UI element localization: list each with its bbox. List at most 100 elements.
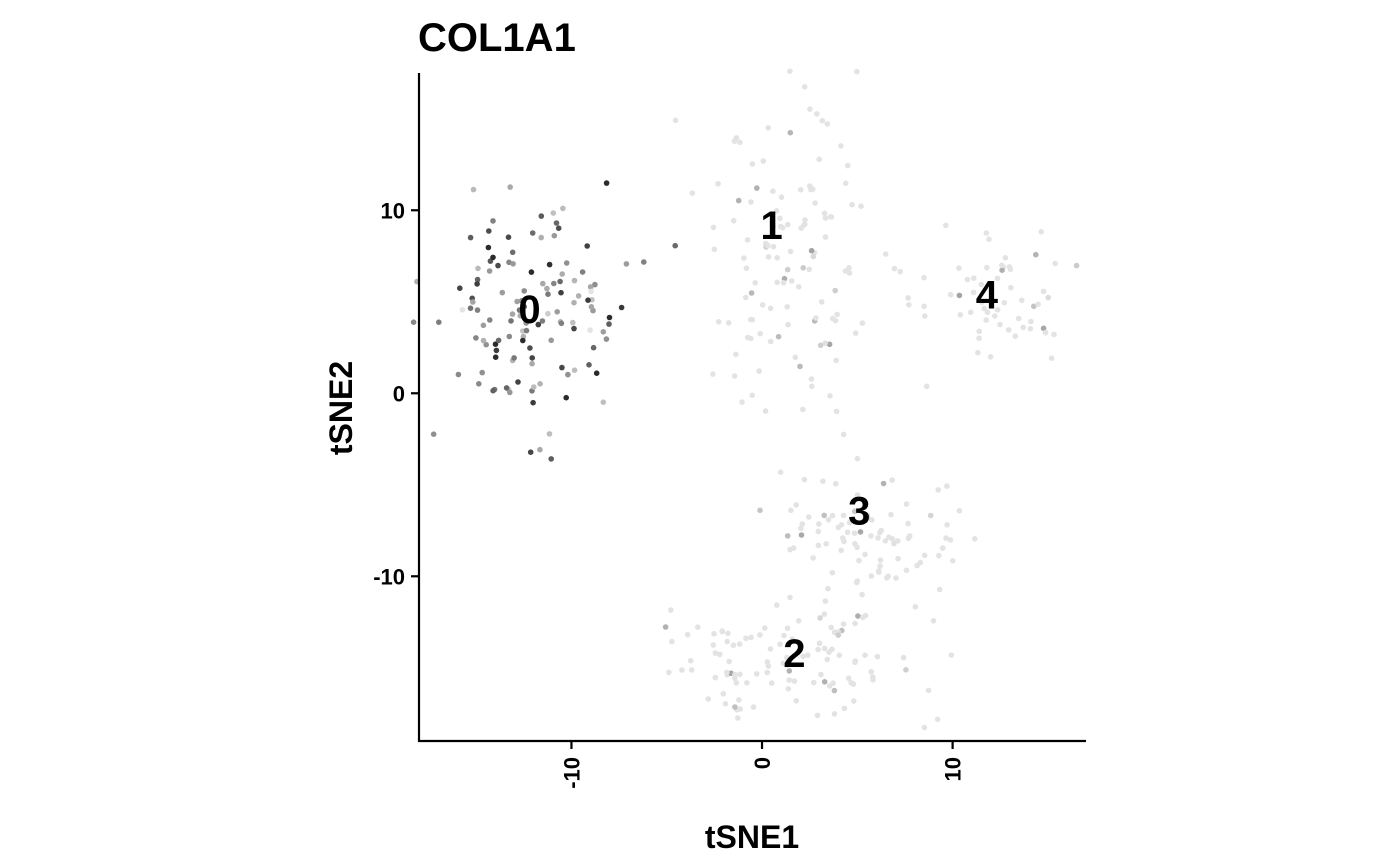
cell-point-cluster-0 <box>559 271 565 277</box>
cell-point-cluster-4 <box>943 222 949 229</box>
cell-point-cluster-0 <box>672 242 678 249</box>
cell-point-cluster-2 <box>695 624 701 630</box>
cell-point-cluster-2 <box>732 704 738 710</box>
cell-point-cluster-2 <box>784 625 791 632</box>
cell-point-cluster-2 <box>781 632 787 639</box>
cell-point-cluster-3 <box>930 618 937 624</box>
cell-point-cluster-3 <box>882 538 889 544</box>
cell-point-cluster-3 <box>851 530 858 536</box>
cell-point-cluster-1 <box>797 187 804 193</box>
cell-point-cluster-1 <box>778 194 785 200</box>
cell-point-cluster-2 <box>870 677 876 683</box>
cell-point-cluster-3 <box>784 533 791 539</box>
cell-point-cluster-2 <box>767 646 774 652</box>
chart-title: COL1A1 <box>418 16 576 60</box>
cell-point-cluster-3 <box>889 536 896 542</box>
cell-point-cluster-2 <box>814 712 821 719</box>
cell-point-cluster-3 <box>943 535 949 541</box>
cell-point-cluster-1 <box>767 305 774 312</box>
cell-point-cluster-0 <box>538 213 545 219</box>
cell-point-cluster-1 <box>852 330 859 336</box>
cell-point-cluster-2 <box>719 628 726 635</box>
cell-point-cluster-2 <box>793 698 799 704</box>
cell-point-cluster-3 <box>950 558 956 564</box>
y-tick-label: -10 <box>373 564 405 589</box>
cell-point-cluster-1 <box>689 190 696 196</box>
cell-point-cluster-0 <box>490 254 496 261</box>
cell-point-cluster-0 <box>530 399 536 406</box>
cell-point-cluster-0 <box>557 278 563 285</box>
cell-point-cluster-4 <box>1042 329 1049 336</box>
cell-point-cluster-1 <box>796 284 802 290</box>
cell-point-cluster-1 <box>842 180 849 187</box>
cell-point-cluster-4 <box>1002 254 1009 261</box>
cell-point-cluster-3 <box>856 557 862 564</box>
cell-point-cluster-1 <box>733 351 739 358</box>
cell-point-cluster-1 <box>809 383 815 390</box>
cell-point-cluster-4 <box>967 309 974 316</box>
cell-point-cluster-1 <box>806 266 812 273</box>
cell-point-cluster-0 <box>487 317 493 323</box>
cell-point-cluster-0 <box>473 335 479 341</box>
cell-point-cluster-0 <box>537 446 543 453</box>
cell-point-cluster-0 <box>565 371 571 378</box>
cell-point-cluster-3 <box>787 546 793 553</box>
cell-point-cluster-1 <box>819 117 826 124</box>
cell-point-cluster-0 <box>503 385 510 391</box>
cell-point-cluster-4 <box>1007 266 1014 273</box>
cluster-label-1: 1 <box>760 204 782 248</box>
x-tick-label: 0 <box>750 757 775 769</box>
cell-point-cluster-2 <box>705 696 711 702</box>
cell-point-cluster-2 <box>826 683 833 689</box>
cell-point-cluster-1 <box>770 188 776 194</box>
cluster-label-4: 4 <box>976 273 999 317</box>
cell-point-cluster-0 <box>529 230 536 236</box>
cell-point-cluster-0 <box>623 261 630 267</box>
cell-point-cluster-1 <box>739 399 745 405</box>
cell-point-cluster-0 <box>555 225 562 231</box>
cell-point-cluster-3 <box>838 547 844 554</box>
cell-point-cluster-4 <box>999 262 1005 269</box>
cell-point-cluster-4 <box>994 307 1001 313</box>
cell-point-cluster-1 <box>774 254 780 261</box>
cell-point-cluster-0 <box>506 333 513 340</box>
cell-point-cluster-1 <box>787 129 794 136</box>
cell-point-cluster-0 <box>579 269 586 275</box>
cell-point-cluster-3 <box>822 598 829 604</box>
cell-point-cluster-2 <box>679 667 685 673</box>
cell-point-cluster-0 <box>618 304 625 311</box>
cell-point-cluster-2 <box>821 611 828 617</box>
x-tick-label: 10 <box>941 757 966 781</box>
cell-point-cluster-1 <box>833 357 839 364</box>
cell-point-cluster-2 <box>753 671 760 677</box>
cell-point-cluster-0 <box>588 288 594 295</box>
cell-point-cluster-1 <box>818 299 825 305</box>
cell-point-cluster-3 <box>935 487 941 493</box>
cell-point-cluster-2 <box>712 674 719 681</box>
cell-point-cluster-2 <box>798 643 804 650</box>
cell-point-cluster-3 <box>821 512 827 519</box>
cell-point-cluster-3 <box>884 575 890 581</box>
cell-point-cluster-0 <box>551 232 558 239</box>
cell-point-cluster-1 <box>814 111 820 117</box>
points-layer <box>410 68 1080 731</box>
cell-point-cluster-0 <box>508 318 514 324</box>
cell-point-cluster-0 <box>509 249 516 256</box>
cell-point-cluster-3 <box>889 477 895 483</box>
cell-point-cluster-3 <box>815 528 822 535</box>
cell-point-cluster-3 <box>875 535 881 541</box>
cell-point-cluster-3 <box>798 532 805 538</box>
cell-point-cluster-1 <box>821 210 828 217</box>
cell-point-cluster-2 <box>668 607 674 613</box>
cell-point-cluster-0 <box>480 337 487 344</box>
cell-point-cluster-0 <box>521 303 527 310</box>
cell-point-cluster-3 <box>912 604 919 610</box>
cell-point-cluster-1 <box>838 143 844 149</box>
cell-point-cluster-2 <box>841 705 848 712</box>
cell-point-cluster-3 <box>905 520 911 527</box>
cell-point-cluster-0 <box>563 394 569 401</box>
cell-point-cluster-2 <box>743 635 749 642</box>
cell-point-cluster-0 <box>495 262 501 269</box>
cell-point-cluster-1 <box>779 224 786 231</box>
cell-point-cluster-0 <box>571 367 578 374</box>
